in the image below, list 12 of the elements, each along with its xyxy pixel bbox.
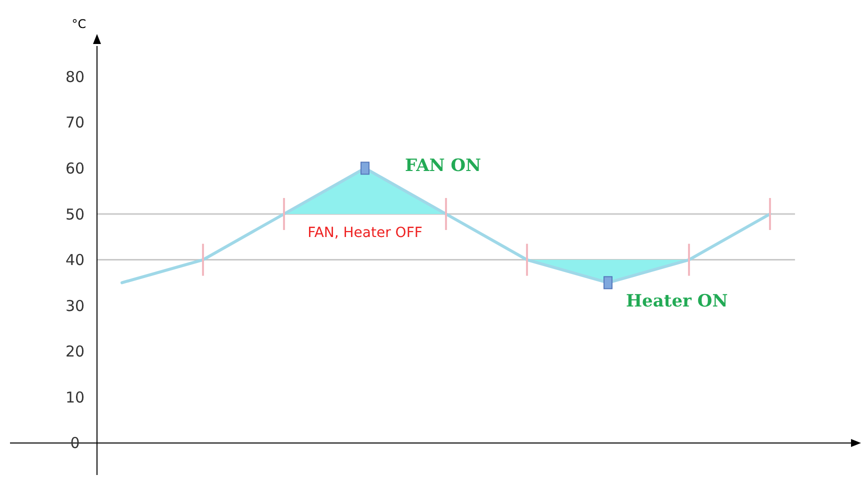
y-tick-label: 20 xyxy=(65,342,85,361)
y-tick-label: 70 xyxy=(65,114,85,132)
annotation: Heater ON xyxy=(626,292,728,312)
y-tick-label: 30 xyxy=(65,296,85,315)
annotation: FAN ON xyxy=(405,156,482,176)
y-tick-label: 50 xyxy=(65,205,85,224)
y-tick-label: 40 xyxy=(65,251,85,270)
y-tick-label: 10 xyxy=(65,388,85,406)
y-tick-label: 80 xyxy=(65,68,85,86)
y-axis-title: °C xyxy=(72,17,86,31)
annotation: FAN, Heater OFF xyxy=(308,224,422,241)
y-tick-label: 60 xyxy=(65,159,85,178)
